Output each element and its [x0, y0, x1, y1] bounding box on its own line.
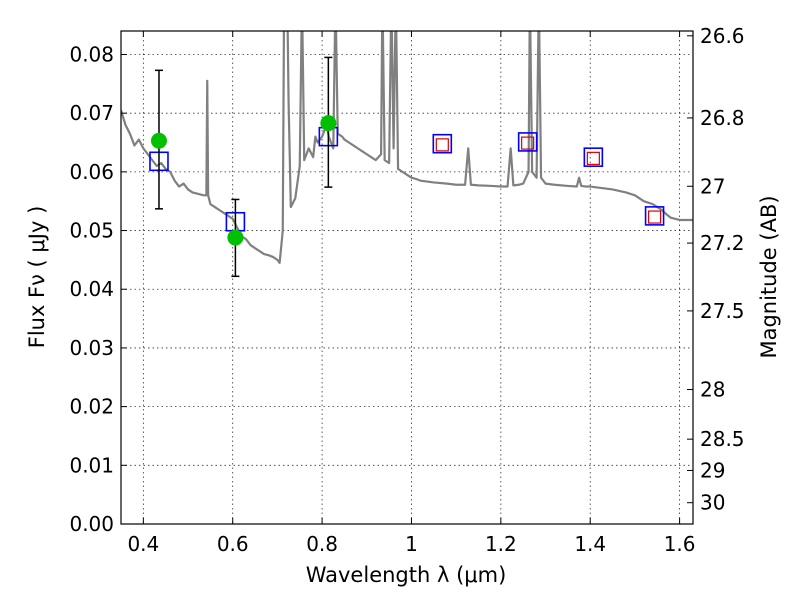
x-tick-label: 1.2 — [485, 532, 517, 556]
right-axis-label: Magnitude (AB) — [757, 195, 781, 358]
y-tick-label: 0.05 — [69, 219, 114, 243]
x-tick-label: 0.4 — [127, 532, 159, 556]
right-tick-label: 30 — [700, 491, 725, 515]
right-tick-label: 28 — [700, 378, 725, 402]
ticks: 0.4 0.6 0.8 1 1.2 1.4 1.6 0.00 0.01 0.02 0.03 0.04 0… — [69, 24, 744, 556]
y-tick-label: 0.03 — [69, 336, 114, 360]
y-tick-label: 0.08 — [69, 42, 114, 66]
right-tick-label: 27.5 — [700, 299, 745, 323]
right-tick-label: 26.6 — [700, 24, 745, 48]
x-tick-label: 1.6 — [664, 532, 696, 556]
y-tick-label: 0.07 — [69, 101, 114, 125]
model-inner-square — [435, 138, 449, 152]
model-square — [432, 133, 453, 154]
observed-point — [320, 115, 337, 132]
model-inner-square — [586, 151, 600, 165]
x-axis-label: Wavelength λ (μm) — [306, 563, 507, 587]
right-tick-label: 29 — [700, 458, 725, 482]
model-inner-square — [647, 210, 662, 224]
template-spectrum-line — [121, 31, 693, 264]
x-tick-label: 0.6 — [217, 532, 249, 556]
x-tick-label: 1 — [405, 532, 418, 556]
y-tick-label: 0.06 — [69, 160, 114, 184]
right-tick-label: 27 — [700, 174, 725, 198]
right-tick-label: 27.2 — [700, 231, 745, 255]
points-layer — [149, 56, 665, 278]
plot-frame — [120, 30, 694, 525]
model-inner-square — [521, 136, 535, 150]
y-tick-label: 0.02 — [69, 395, 114, 419]
x-tick-label: 1.4 — [574, 532, 606, 556]
y-axis-label: Flux Fν ( μJy ) — [25, 206, 49, 349]
right-tick-label: 28.5 — [700, 427, 745, 451]
grid — [121, 31, 693, 525]
x-tick-label: 0.8 — [306, 532, 338, 556]
right-tick-label: 26.8 — [700, 106, 745, 130]
model-square — [517, 132, 538, 152]
spectrum-layer — [121, 31, 693, 264]
observed-point — [227, 229, 244, 246]
y-tick-label: 0.04 — [69, 277, 114, 301]
model-square — [644, 206, 665, 226]
observed-point — [150, 132, 167, 149]
model-square — [583, 147, 604, 167]
y-tick-label: 0.00 — [69, 512, 114, 536]
y-tick-label: 0.01 — [69, 453, 114, 477]
